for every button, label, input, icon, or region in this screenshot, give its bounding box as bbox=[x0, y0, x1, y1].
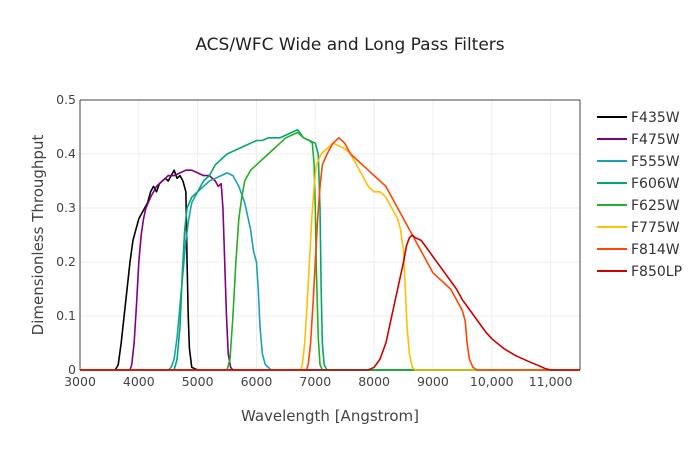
x-tick-label: 10,000 bbox=[470, 374, 514, 389]
legend-label-f475w: F475W bbox=[631, 132, 680, 148]
y-tick-label: 0.3 bbox=[56, 200, 76, 215]
x-tick-label: 3000 bbox=[64, 374, 96, 389]
series-line-f435w bbox=[80, 169, 580, 371]
legend-label-f775w: F775W bbox=[631, 220, 680, 236]
series-line-f775w bbox=[80, 142, 580, 371]
legend-label-f814w: F814W bbox=[631, 242, 680, 258]
x-tick-label: 7000 bbox=[299, 374, 331, 389]
chart-title: ACS/WFC Wide and Long Pass Filters bbox=[195, 35, 504, 55]
x-tick-label: 8000 bbox=[358, 374, 390, 389]
legend: F435W F475W F555W F606W F625W F775W F814W F850L… bbox=[597, 110, 682, 280]
y-tick-label: 0.5 bbox=[56, 92, 76, 107]
series-line-f850lp bbox=[80, 234, 580, 371]
x-tick-label: 11,000 bbox=[529, 374, 573, 389]
x-tick-label: 9000 bbox=[417, 374, 449, 389]
series-line-f814w bbox=[80, 137, 580, 371]
legend-label-f435w: F435W bbox=[631, 110, 680, 126]
series-line-f606w bbox=[80, 128, 580, 371]
y-tick-label: 0.1 bbox=[56, 308, 76, 323]
series-line-f625w bbox=[80, 131, 580, 371]
x-tick-label: 4000 bbox=[123, 374, 155, 389]
y-tick-label: 0 bbox=[68, 362, 76, 377]
y-axis-label: Dimensionless Throughput bbox=[29, 135, 47, 336]
legend-label-f606w: F606W bbox=[631, 176, 680, 192]
series-line-f555w bbox=[80, 172, 580, 371]
y-tick-label: 0.4 bbox=[56, 146, 76, 161]
plot-area: 3000 4000 5000 6000 7000 8000 9000 10,000 11,000… bbox=[56, 92, 581, 389]
y-tick-label: 0.2 bbox=[56, 254, 76, 269]
x-tick-label: 6000 bbox=[241, 374, 273, 389]
legend-label-f850lp: F850LP bbox=[631, 264, 682, 280]
series-line-f475w bbox=[80, 169, 580, 371]
x-axis-label: Wavelength [Angstrom] bbox=[241, 407, 419, 425]
legend-label-f625w: F625W bbox=[631, 198, 680, 214]
x-tick-label: 5000 bbox=[182, 374, 214, 389]
legend-label-f555w: F555W bbox=[631, 154, 680, 170]
